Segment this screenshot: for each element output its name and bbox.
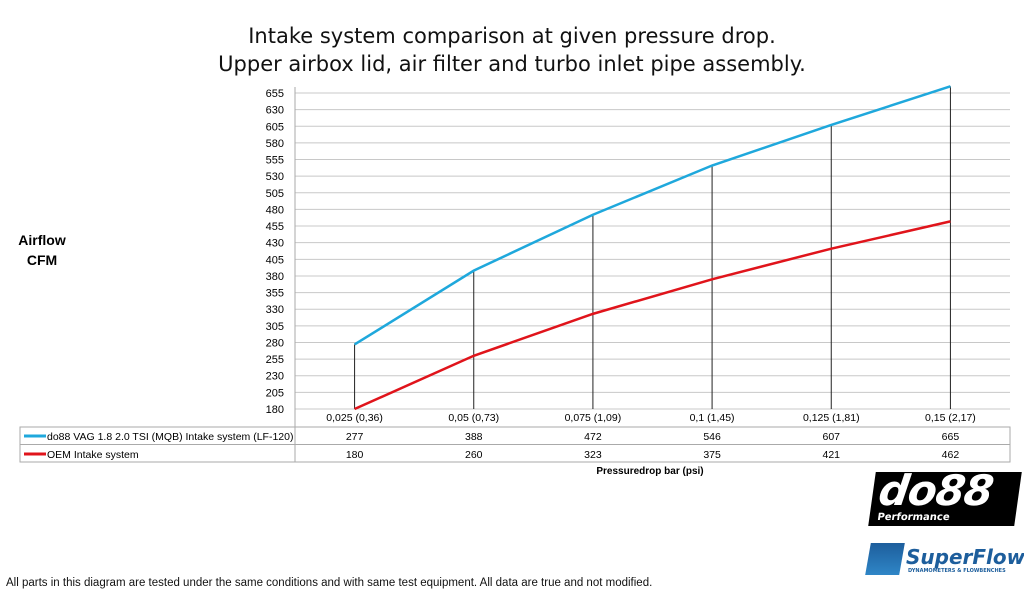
y-tick-label: 530 xyxy=(266,171,284,183)
y-tick-label: 480 xyxy=(266,204,284,216)
x-tick-label: 0,025 (0,36) xyxy=(326,412,383,424)
y-label-line-2: CFM xyxy=(26,252,58,268)
data-cell: 388 xyxy=(465,431,483,443)
y-tick-label: 280 xyxy=(266,337,284,349)
x-tick-label: 0,125 (1,81) xyxy=(803,412,860,424)
chart-svg: 180 205 230 255 280 305 330 355 380 405 430 455 480 5… xyxy=(19,85,1011,463)
x-axis-label: Pressuredrop bar (psi) xyxy=(596,466,704,477)
data-cell: 260 xyxy=(465,449,483,461)
y-tick-label: 405 xyxy=(266,254,284,266)
do88-logo: do88 Performance xyxy=(868,466,1022,526)
y-tick-label: 605 xyxy=(266,121,284,133)
data-cell: 607 xyxy=(822,431,840,443)
y-tick-label: 580 xyxy=(266,138,284,150)
y-tick-label: 205 xyxy=(266,387,284,399)
y-tick-label: 655 xyxy=(266,88,284,100)
y-tick-label: 330 xyxy=(266,304,284,316)
title-line-2: Upper airbox lid, air filter and turbo i… xyxy=(218,52,806,76)
y-tick-label: 455 xyxy=(266,221,284,233)
y-tick-label: 255 xyxy=(266,354,284,366)
data-cell: 421 xyxy=(822,449,840,461)
series-line xyxy=(354,220,951,411)
y-label-line-1: Airflow xyxy=(18,232,66,248)
y-tick-label: 630 xyxy=(266,105,284,117)
y-axis-label: Airflow CFM xyxy=(8,230,76,270)
x-tick-label: 0,15 (2,17) xyxy=(925,412,976,424)
data-cell: 277 xyxy=(346,431,364,443)
superflow-logo: SuperFlow DYNAMOMETERS & FLOWBENCHES xyxy=(865,543,1024,577)
data-cell: 665 xyxy=(942,431,960,443)
series-line xyxy=(353,85,951,346)
title-line-1: Intake system comparison at given pressu… xyxy=(248,24,776,48)
y-tick-label: 355 xyxy=(266,288,284,300)
x-tick-label: 0,075 (1,09) xyxy=(565,412,622,424)
y-tick-label: 230 xyxy=(266,371,284,383)
data-cell: 546 xyxy=(703,431,721,443)
data-cell: 180 xyxy=(346,449,364,461)
y-tick-label: 380 xyxy=(266,271,284,283)
chart-title: Intake system comparison at given pressu… xyxy=(0,22,1024,78)
legend-label: OEM Intake system xyxy=(47,449,139,461)
data-cell: 462 xyxy=(942,449,960,461)
data-cell: 375 xyxy=(703,449,721,461)
data-cell: 323 xyxy=(584,449,602,461)
y-tick-label: 180 xyxy=(266,404,284,416)
y-tick-label: 505 xyxy=(266,188,284,200)
legend-label: do88 VAG 1.8 2.0 TSI (MQB) Intake system… xyxy=(47,431,293,443)
footer-note: All parts in this diagram are tested und… xyxy=(6,577,653,589)
y-tick-label: 430 xyxy=(266,238,284,250)
data-cell: 472 xyxy=(584,431,602,443)
y-tick-label: 555 xyxy=(266,155,284,167)
x-tick-label: 0,05 (0,73) xyxy=(448,412,499,424)
y-tick-label: 305 xyxy=(266,321,284,333)
x-tick-label: 0,1 (1,45) xyxy=(690,412,735,424)
